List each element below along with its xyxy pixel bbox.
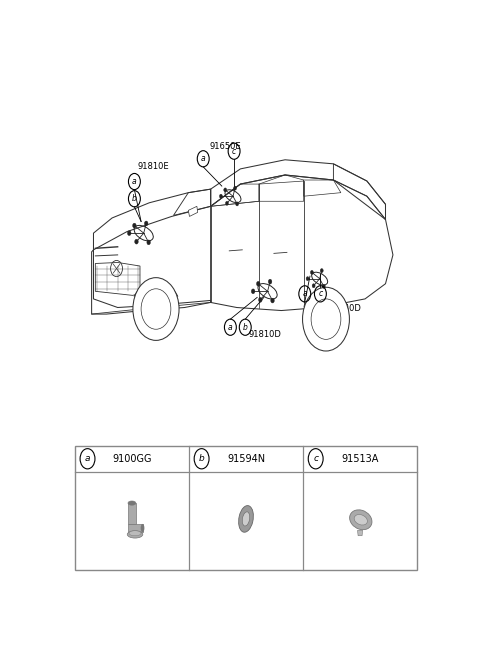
Text: b: b <box>132 194 137 203</box>
Ellipse shape <box>128 501 136 505</box>
Circle shape <box>234 186 237 190</box>
Circle shape <box>132 223 136 228</box>
Circle shape <box>320 269 323 273</box>
Ellipse shape <box>141 524 144 532</box>
Text: b: b <box>199 454 204 463</box>
Circle shape <box>302 287 349 351</box>
Ellipse shape <box>129 531 141 535</box>
Ellipse shape <box>239 506 253 532</box>
Circle shape <box>236 202 239 206</box>
Circle shape <box>322 284 325 288</box>
Circle shape <box>306 277 309 281</box>
Circle shape <box>226 201 228 205</box>
Circle shape <box>133 278 179 340</box>
Text: a: a <box>85 454 90 463</box>
Text: c: c <box>232 147 236 156</box>
Text: 91650D: 91650D <box>329 304 361 313</box>
Polygon shape <box>358 530 362 535</box>
Ellipse shape <box>349 510 372 530</box>
Text: 9100GG: 9100GG <box>112 454 152 464</box>
Circle shape <box>147 240 150 245</box>
Circle shape <box>271 298 274 303</box>
Circle shape <box>256 281 260 286</box>
Text: c: c <box>313 454 318 463</box>
Ellipse shape <box>127 531 143 538</box>
Polygon shape <box>128 524 143 532</box>
Text: 91650E: 91650E <box>210 142 241 151</box>
Text: a: a <box>132 177 137 186</box>
Text: 91810D: 91810D <box>249 330 282 339</box>
Circle shape <box>259 298 262 302</box>
Ellipse shape <box>354 514 367 525</box>
Circle shape <box>268 279 272 284</box>
Polygon shape <box>188 206 198 216</box>
Circle shape <box>311 271 313 275</box>
Circle shape <box>219 194 222 198</box>
Text: 91513A: 91513A <box>341 454 379 464</box>
Circle shape <box>252 289 255 294</box>
Text: a: a <box>228 323 233 332</box>
Circle shape <box>135 239 138 244</box>
Text: c: c <box>318 289 323 298</box>
Text: b: b <box>243 323 248 332</box>
Circle shape <box>224 188 227 192</box>
Text: a: a <box>302 289 307 298</box>
Ellipse shape <box>242 512 250 526</box>
Text: 91594N: 91594N <box>227 454 265 464</box>
Circle shape <box>312 284 315 288</box>
Circle shape <box>128 231 131 236</box>
Circle shape <box>144 221 148 226</box>
Text: 91810E: 91810E <box>137 162 169 171</box>
Text: a: a <box>201 154 205 164</box>
Polygon shape <box>128 503 136 524</box>
